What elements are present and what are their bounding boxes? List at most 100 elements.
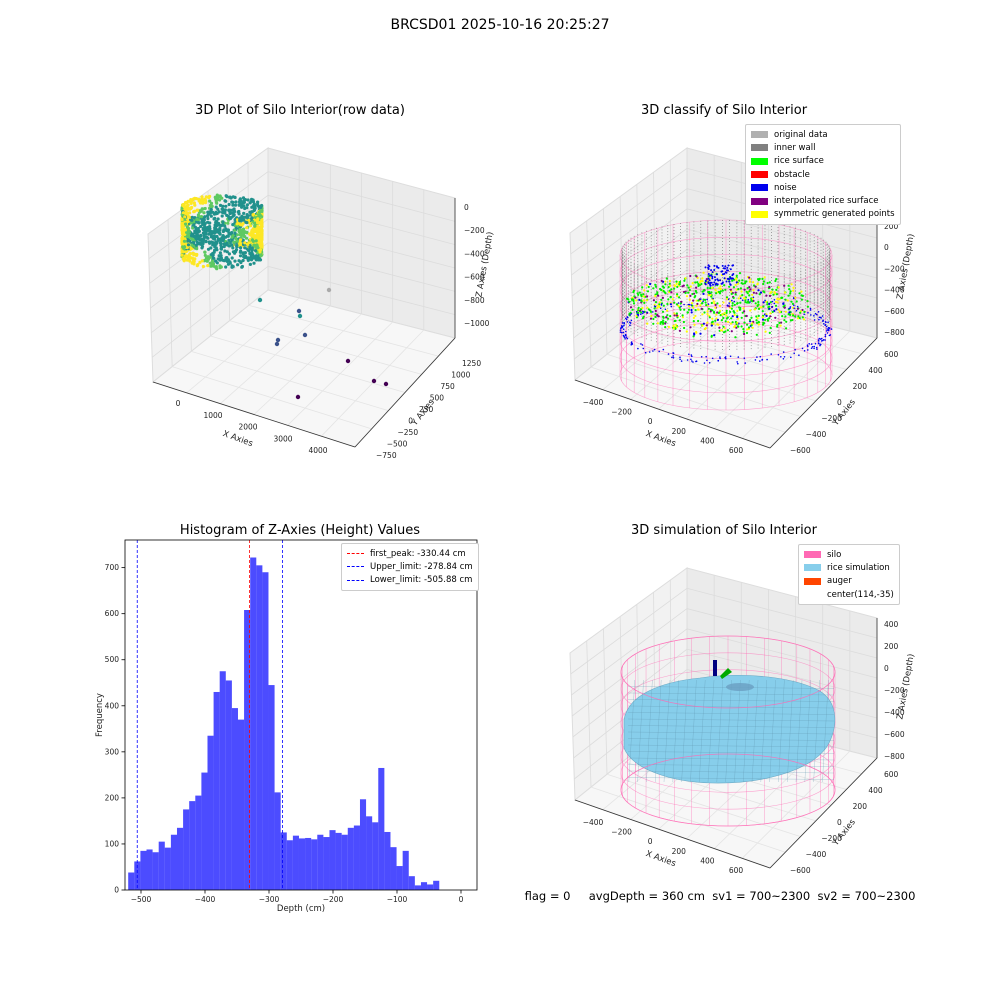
panel2-point — [666, 309, 669, 312]
panel2-point — [723, 312, 726, 315]
panel1-point — [243, 230, 247, 234]
panel2-z-tick: 0 — [884, 243, 889, 252]
panel1-y-axis-line — [354, 337, 456, 448]
panel4-grid-line — [606, 773, 801, 837]
panel2-noise-point — [625, 336, 628, 339]
panel2-point — [674, 323, 678, 326]
panel2-point — [714, 303, 717, 306]
panel2-noise-point — [824, 339, 826, 341]
panel2-grid-line — [686, 317, 796, 420]
auger-shaft — [713, 660, 717, 676]
panel2-point — [709, 293, 712, 296]
panel2-point — [711, 317, 714, 320]
panel2-point — [642, 293, 645, 296]
panel2-noise-point — [813, 347, 815, 350]
panel2-point — [667, 298, 670, 301]
panel1-point — [218, 251, 222, 255]
panel1-point — [200, 259, 204, 263]
panel1-point — [256, 221, 260, 225]
panel2-noise-point — [703, 362, 706, 364]
panel1-point — [241, 258, 245, 263]
panel4-x-axis-line — [574, 799, 771, 869]
panel4-y-axis-line — [769, 757, 878, 869]
panel2-noise-point — [733, 300, 736, 303]
panel3-title: Histogram of Z-Axies (Height) Values — [179, 523, 421, 538]
panel2-point — [726, 297, 729, 301]
panel2-y-tick: −200 — [821, 414, 842, 423]
panel2-noise-point — [671, 356, 673, 359]
panel2-point — [742, 307, 745, 310]
panel2-noise-point — [788, 307, 790, 310]
panel2-point — [675, 280, 678, 283]
panel1-z-tick: −200 — [464, 226, 485, 235]
panel2-point — [641, 306, 644, 310]
panel2-point — [768, 281, 771, 284]
panel2-point — [708, 316, 711, 319]
panel1-point — [194, 197, 198, 201]
panel1-point — [248, 262, 252, 266]
panel1-point — [208, 221, 212, 225]
panel2-point — [637, 309, 640, 312]
panel2-legend-item: noise — [751, 181, 895, 194]
panel2-noise-point — [752, 296, 755, 299]
panel2-point — [773, 309, 776, 312]
panel4-x-tick: 200 — [672, 847, 687, 856]
panel1-point — [183, 228, 187, 232]
x-tick-label: −500 — [131, 895, 152, 904]
panel1-point — [215, 201, 219, 205]
rice-mesh-line — [637, 679, 644, 783]
panel1-point — [234, 226, 238, 230]
panel2-point — [739, 301, 742, 304]
panel1-point — [215, 222, 219, 226]
panel4-z-tick: −400 — [884, 708, 905, 717]
histogram-legend: first_peak: -330.44 cm Upper_limit: -278.… — [341, 543, 479, 591]
panel2-point — [768, 302, 771, 305]
histogram-bar — [311, 839, 318, 890]
panel2-noise-point — [823, 323, 825, 325]
panel1-point — [209, 214, 213, 218]
panel2-point — [681, 314, 684, 317]
panel2-noise-point — [640, 343, 642, 345]
panel2-noise-point — [677, 302, 680, 304]
panel2-point — [748, 294, 751, 297]
panel2-point — [774, 316, 777, 319]
panel1-point — [207, 232, 211, 236]
panel2-point — [688, 298, 691, 301]
panel2-point — [716, 323, 719, 326]
histogram-bar — [341, 834, 348, 890]
legend-label: center(114,-35) — [827, 589, 894, 600]
histogram-bar — [286, 840, 293, 890]
panel2-point — [731, 279, 734, 282]
panel2-point — [687, 286, 690, 289]
panel2-point — [713, 311, 716, 314]
panel2-point — [743, 310, 746, 313]
legend-line-swatch — [347, 579, 364, 581]
panel2-point — [687, 291, 690, 294]
panel2-point — [643, 301, 646, 304]
panel1-point — [193, 231, 197, 235]
panel2-noise-point — [729, 283, 732, 286]
panel2-point — [675, 303, 679, 306]
panel1-point — [180, 217, 184, 221]
panel2-point — [731, 321, 734, 324]
panel2-point — [642, 295, 645, 298]
panel1-point — [188, 255, 192, 259]
panel1-y-tick: 0 — [408, 417, 413, 426]
panel2-point — [748, 280, 752, 283]
panel2-noise-point — [727, 298, 730, 301]
panel2-point — [770, 290, 773, 293]
rice-mesh-line — [769, 679, 776, 783]
panel1-point — [237, 259, 241, 263]
panel4-z-tick: −800 — [884, 752, 905, 761]
panel2-point — [714, 306, 717, 309]
panel2-noise-point — [817, 339, 820, 341]
panel2-point — [699, 304, 702, 307]
panel2-point — [667, 325, 671, 328]
panel2-point — [741, 282, 745, 285]
panel1-outlier-point — [302, 332, 308, 338]
panel2-noise-point — [825, 330, 828, 332]
panel1-point — [248, 245, 252, 249]
panel1-title: 3D Plot of Silo Interior(row data) — [195, 103, 405, 118]
panel2-point — [657, 304, 660, 307]
histogram-bar — [256, 565, 263, 890]
